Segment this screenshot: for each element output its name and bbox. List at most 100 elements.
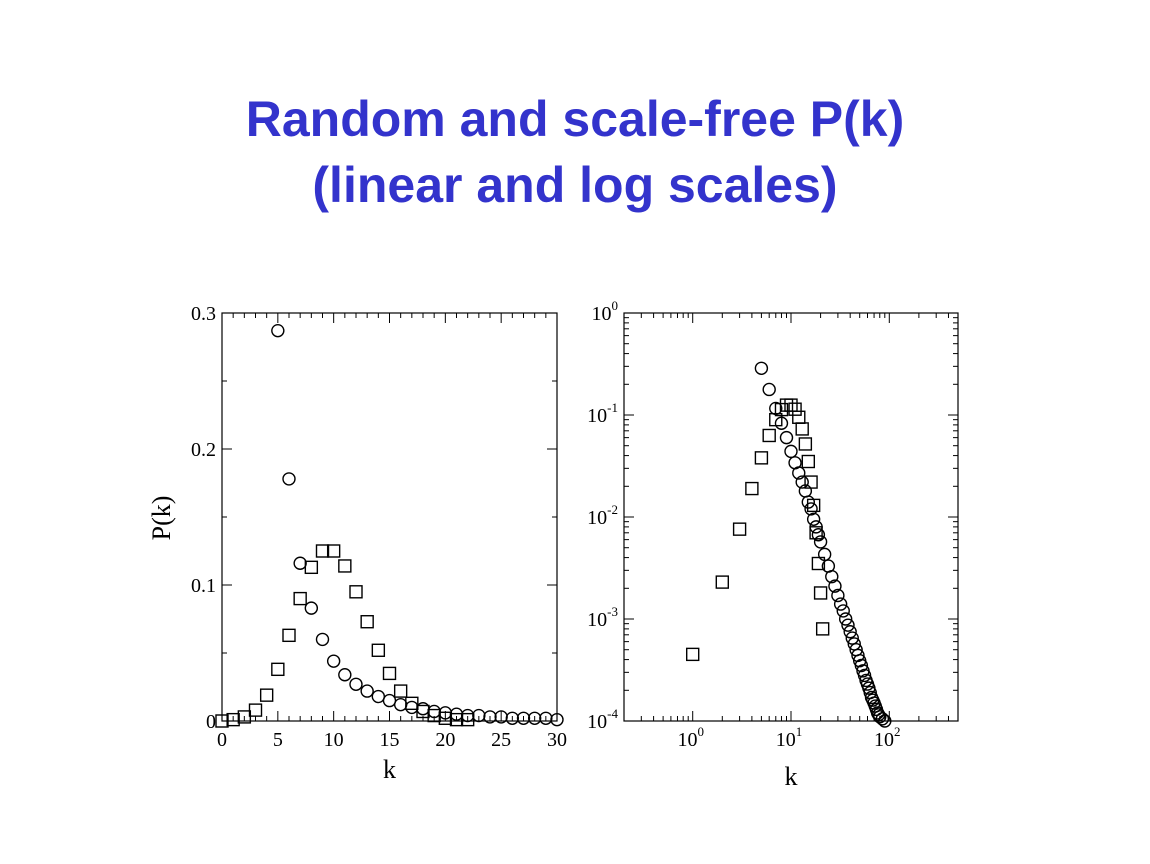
log-circle-point [779,430,794,445]
log-square-point [792,410,806,424]
log-square-point [798,437,813,451]
log-circle-point [828,579,842,593]
linear-circle-point [527,711,542,725]
linear-square-point [449,712,464,727]
linear-circle-point [416,702,430,716]
linear-square-point [271,662,285,677]
log-circle-point [878,714,892,728]
log-square-point [745,481,759,496]
log-circle-point [762,382,776,397]
linear-square-point [438,711,453,725]
linear-x-tick-label: 5 [273,729,283,751]
linear-circle-point [315,632,330,647]
slide-title-line-2: (linear and log scales) [312,157,838,213]
linear-circle-point [382,693,397,708]
linear-square-point [215,714,229,728]
linear-circle-point [349,677,363,691]
log-circle-point [792,466,806,480]
log-square-point [774,402,789,417]
linear-y-tick-label: 0.1 [191,575,216,597]
log-square-point [732,522,747,536]
linear-chart: 0 5 10 15 20 25 30 0 0.1 0.2 0.3 k P(k) [147,303,567,784]
log-y-tick-label: 10-1 [587,400,618,427]
slide-title-line-1: Random and scale-free P(k) [245,91,905,147]
log-square-point [788,402,802,416]
linear-circle-point [427,704,441,719]
linear-y-tick-label: 0.3 [191,303,216,325]
linear-square-point [427,708,441,723]
linear-square-point [304,560,319,575]
linear-square-point [259,688,274,702]
log-x-tick-label: 100 [677,724,704,751]
log-square-point [715,575,729,589]
log-circle-point [795,475,809,489]
linear-square-point [382,666,397,681]
log-square-point [754,451,769,465]
linear-series-squares [215,544,475,728]
linear-circle-point [505,711,520,725]
log-circle-point [836,604,850,618]
log-y-tick-label: 10-4 [587,706,618,733]
log-square-point [804,475,818,489]
slide-title: Random and scale-free P(k) (linear and l… [0,86,1150,218]
linear-circle-point [405,700,419,715]
log-chart: 100 101 102 100 10-1 10-2 10-3 10-4 k [587,298,959,791]
linear-circle-point [516,711,531,725]
linear-y-tick-label: 0 [206,711,216,733]
log-series-squares [686,398,830,662]
linear-circle-point [338,668,352,682]
linear-square-point [282,628,296,643]
linear-square-point [326,544,341,558]
log-series-circles [754,361,892,728]
linear-circle-point [293,556,307,570]
log-tick-marks [623,312,959,722]
log-circle-point [854,658,869,673]
linear-square-point [405,696,419,711]
linear-square-point [338,559,352,573]
linear-square-point [360,615,374,629]
linear-tick-marks [221,312,558,722]
log-square-point [795,422,809,436]
linear-x-tick-label: 15 [380,729,400,751]
log-square-point [801,454,816,469]
log-square-point [815,622,830,636]
linear-circle-point [282,472,296,486]
linear-y-tick-label: 0.2 [191,439,216,461]
linear-square-point [349,585,363,599]
log-x-tick-label: 101 [776,724,803,751]
log-circle-point [838,612,853,626]
log-square-point [811,556,826,571]
log-circle-point [843,625,857,639]
log-circle-point [833,597,848,611]
linear-circle-point [360,684,374,698]
log-circle-point [841,618,855,632]
log-circle-point [804,502,818,516]
log-square-point [806,498,821,513]
linear-circle-point [326,654,341,668]
linear-square-point [293,591,307,606]
linear-square-point [226,712,240,727]
log-square-point [813,586,828,600]
linear-square-point [460,712,475,727]
log-circle-point [813,535,828,549]
log-y-tick-label: 100 [592,298,619,325]
log-circle-point [811,528,826,542]
log-x-axis-label: k [785,762,798,791]
linear-circle-point [304,601,319,615]
log-square-point [784,398,798,412]
log-circle-point [806,512,821,526]
log-y-tick-label: 10-3 [587,604,618,631]
log-circle-point [857,668,872,683]
log-y-tick-label: 10-2 [587,502,618,529]
log-square-point [686,647,700,662]
linear-x-tick-label: 20 [435,729,455,751]
linear-x-tick-label: 30 [547,729,567,751]
linear-circle-point [550,712,564,727]
linear-square-point [248,703,263,717]
linear-y-axis-label: P(k) [147,496,176,541]
linear-x-tick-label: 25 [491,729,511,751]
log-circle-point [845,631,859,645]
linear-series-circles [271,323,564,727]
log-square-point [762,428,776,443]
linear-square-point [371,643,386,657]
